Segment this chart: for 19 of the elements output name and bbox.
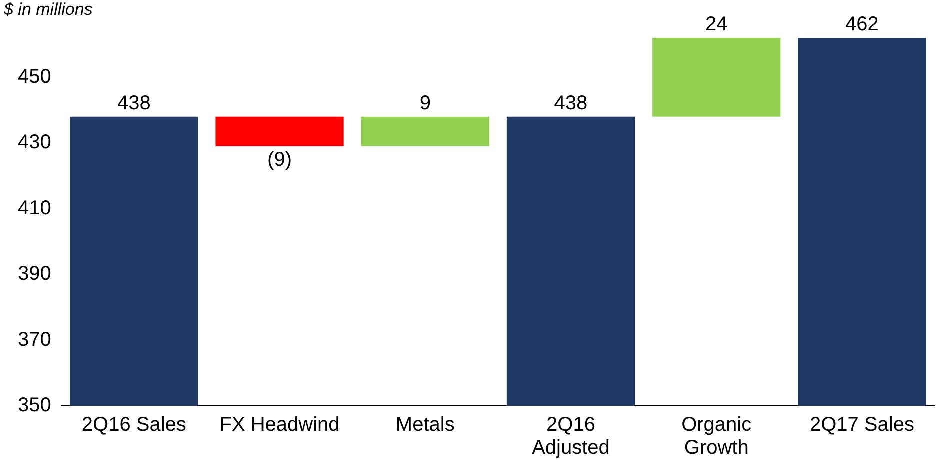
y-tick-label: 370 <box>18 328 52 351</box>
y-tick-label: 350 <box>18 394 52 417</box>
x-tick-label: 2Q16 Sales <box>82 414 186 436</box>
y-tick-label: 410 <box>18 197 52 220</box>
x-tick-label: 2Q17 Sales <box>810 414 914 436</box>
y-tick-label: 450 <box>18 66 52 88</box>
data-label: 438 <box>554 92 588 114</box>
x-tick-label: 2Q16 Adjusted <box>532 414 610 460</box>
y-tick-label: 430 <box>18 132 52 154</box>
data-label: 9 <box>420 92 431 114</box>
data-label: 24 <box>705 14 728 36</box>
data-label: 438 <box>117 92 151 114</box>
y-axis-title: $ in millions <box>4 0 93 20</box>
x-tick-label: FX Headwind <box>220 414 340 436</box>
x-tick-label: Metals <box>396 414 455 436</box>
y-tick-label: 390 <box>18 263 52 286</box>
data-label: 462 <box>846 14 879 36</box>
x-tick-label: Organic Growth <box>682 414 752 460</box>
data-label: (9) <box>268 148 292 171</box>
